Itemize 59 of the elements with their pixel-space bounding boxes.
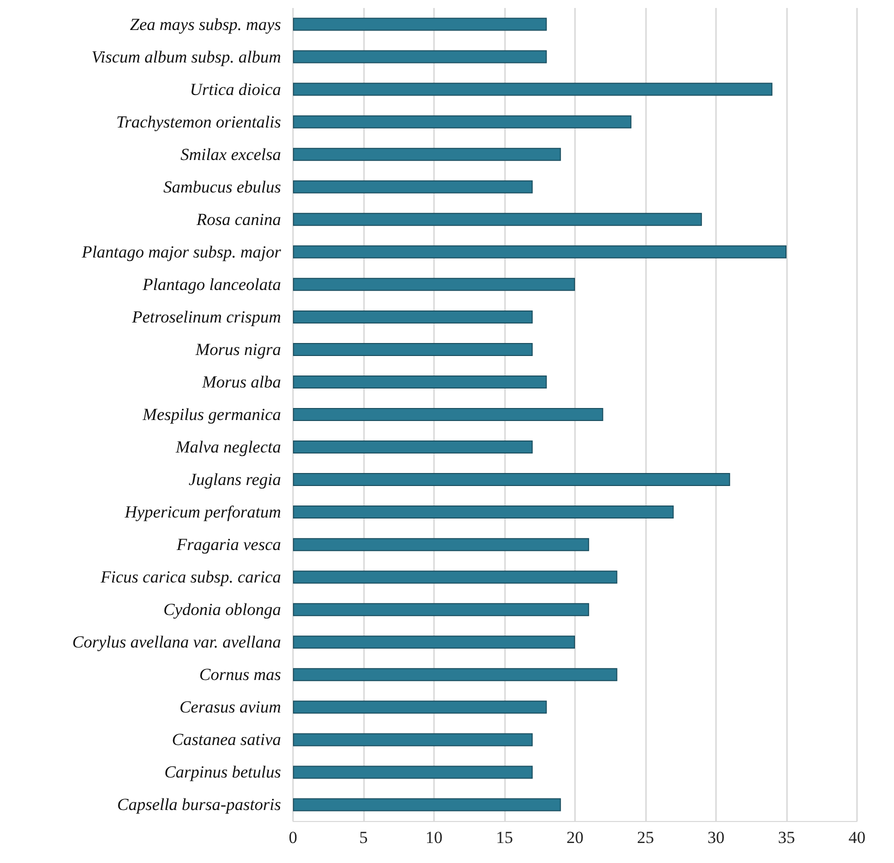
- y-tick-label: Fragaria vesca: [176, 535, 281, 554]
- y-tick-label: Plantago major subsp. major: [80, 242, 282, 262]
- y-tick-label: Malva neglecta: [174, 438, 281, 457]
- bar: [293, 733, 533, 746]
- bar: [293, 50, 547, 64]
- x-tick-label: 25: [637, 828, 654, 847]
- y-tick-label: Corylus avellana var. avellana: [72, 632, 281, 652]
- bar: [293, 798, 561, 812]
- x-tick-label: 10: [426, 828, 442, 847]
- y-tick-label: Morus alba: [201, 372, 281, 392]
- y-tick-label: Rosa canina: [195, 210, 281, 229]
- y-tick-label: Castanea sativa: [172, 730, 281, 750]
- y-tick-label: Ficus carica subsp. carica: [100, 568, 281, 587]
- y-tick-label: Capsella bursa-pastoris: [117, 795, 282, 814]
- x-tick-label: 20: [566, 828, 584, 847]
- x-tick-label: 5: [359, 828, 368, 847]
- bar: [293, 538, 590, 552]
- bar: [293, 506, 674, 519]
- bar: [293, 18, 547, 31]
- bar: [293, 668, 618, 682]
- bar: [293, 342, 533, 356]
- y-tick-label: Cerasus avium: [179, 698, 281, 717]
- bar: [293, 766, 533, 779]
- bar: [293, 408, 604, 421]
- bar: [293, 82, 772, 96]
- y-tick-label: Mespilus germanica: [142, 405, 281, 424]
- bar: [293, 473, 730, 486]
- x-tick-label: 15: [496, 828, 513, 847]
- x-tick-label: 30: [708, 828, 724, 847]
- y-tick-label: Trachystemon orientalis: [116, 112, 282, 132]
- y-tick-label: Urtica dioica: [190, 80, 281, 99]
- y-tick-label: Smilax excelsa: [180, 144, 281, 164]
- bar: [293, 180, 533, 194]
- y-tick-label: Zea mays subsp. mays: [130, 14, 282, 34]
- bar: [293, 700, 547, 714]
- bar: [293, 440, 533, 454]
- y-tick-label: Cornus mas: [199, 665, 282, 684]
- bar: [293, 570, 618, 584]
- bar: [293, 310, 533, 324]
- y-tick-label: Viscum album subsp. album: [91, 47, 281, 66]
- y-tick-label: Juglans regia: [188, 470, 281, 490]
- bar: [293, 375, 547, 388]
- y-tick-label: Morus nigra: [194, 340, 281, 359]
- y-tick-label: Petroselinum crispum: [130, 307, 281, 326]
- x-tick-label: 0: [288, 828, 298, 847]
- bar: [293, 278, 575, 291]
- bar: [293, 603, 590, 616]
- bar: [293, 115, 632, 128]
- bar: [293, 148, 561, 161]
- y-tick-label: Hypericum perforatum: [124, 502, 281, 522]
- bar: [293, 636, 575, 649]
- y-tick-label: Cydonia oblonga: [163, 600, 281, 620]
- y-tick-label: Carpinus betulus: [164, 762, 282, 782]
- bar: [293, 212, 702, 226]
- x-tick-label: 40: [848, 828, 866, 847]
- x-tick-label: 35: [778, 828, 795, 847]
- bar: [293, 245, 786, 258]
- y-tick-label: Plantago lanceolata: [142, 274, 281, 294]
- y-tick-label: Sambucus ebulus: [163, 177, 282, 196]
